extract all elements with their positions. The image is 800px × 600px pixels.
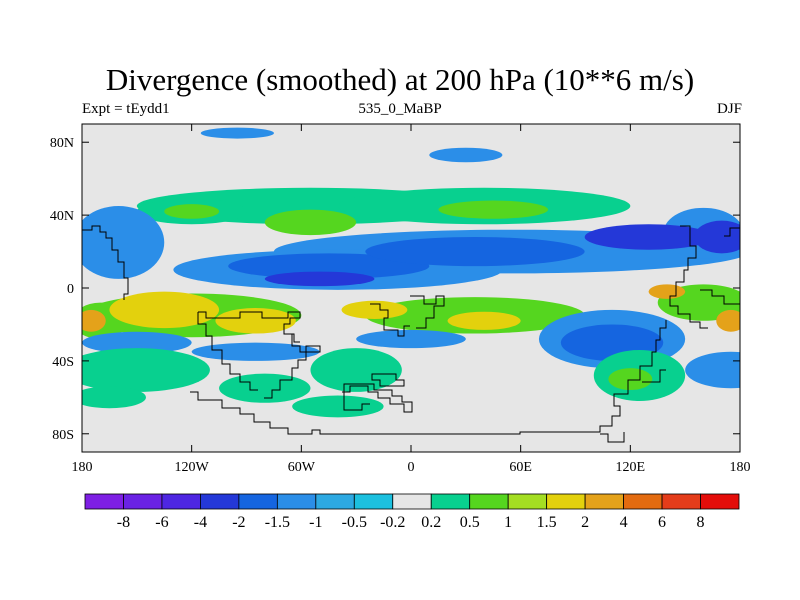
divergence-region xyxy=(215,308,296,334)
coastline-antarctica xyxy=(190,391,621,435)
colorbar-swatch xyxy=(84,493,124,510)
divergence-region xyxy=(82,331,192,354)
divergence-region xyxy=(341,300,408,319)
colorbar-swatch xyxy=(161,493,201,510)
x-tick-label: 120W xyxy=(175,460,210,475)
divergence-region xyxy=(310,348,402,392)
colorbar-swatch xyxy=(200,493,240,510)
x-tick-label: 60W xyxy=(288,460,316,475)
coastline-weddell-islands xyxy=(371,373,405,387)
divergence-region xyxy=(447,311,521,330)
colorbar-swatch xyxy=(584,493,624,510)
experiment-label: Expt = tEydd1 xyxy=(82,101,170,117)
colorbar-swatch xyxy=(238,493,278,510)
divergence-region xyxy=(356,329,466,349)
colorbar-swatch xyxy=(546,493,586,510)
divergence-region xyxy=(191,342,320,361)
colorbar-swatch xyxy=(276,493,317,510)
divergence-region xyxy=(716,309,740,332)
colorbar-label: 0.5 xyxy=(460,514,480,531)
x-tick-label: 0 xyxy=(408,460,415,475)
divergence-region xyxy=(82,386,146,409)
colorbar-swatch xyxy=(469,493,509,510)
colorbar-label: -2 xyxy=(232,514,245,531)
colorbar-label: 6 xyxy=(658,514,666,531)
coastline-cape-horn xyxy=(290,333,300,343)
divergence-region xyxy=(264,209,357,236)
colorbar-label: 1.5 xyxy=(537,514,557,531)
colorbar-label: 8 xyxy=(697,514,705,531)
divergence-region xyxy=(365,236,585,267)
divergence-region xyxy=(438,200,549,219)
coastline-asia-pacific xyxy=(724,227,740,237)
colorbar-swatch xyxy=(700,493,740,510)
colorbar-label: 0.2 xyxy=(421,514,441,531)
colorbar-swatch xyxy=(661,493,701,510)
coastline-andes-west xyxy=(197,312,258,391)
x-tick-label: 180 xyxy=(730,460,751,475)
map-axes: 180 120W 60W 0 60E 120E 180 80N 40N 0 40S 80S xyxy=(50,124,751,475)
plot-title: Divergence (smoothed) at 200 hPa (10**6 … xyxy=(105,62,695,97)
coastline-kerguelen xyxy=(642,369,666,383)
divergence-region xyxy=(685,351,740,389)
divergence-region xyxy=(82,309,106,332)
divergence-region xyxy=(292,395,384,418)
colorbar-label: -6 xyxy=(155,514,168,531)
coastline-australia xyxy=(620,320,667,395)
coastline-south-america xyxy=(198,311,321,399)
colorbar-label: 2 xyxy=(581,514,589,531)
colorbar-label: 1 xyxy=(504,514,512,531)
x-tick-label: 60E xyxy=(509,460,532,475)
divergence-region xyxy=(219,373,311,403)
colorbar-label: -1 xyxy=(309,514,322,531)
y-tick-label: 0 xyxy=(67,282,74,297)
y-tick-label: 80N xyxy=(50,136,74,151)
divergence-region xyxy=(429,147,503,163)
colorbar-swatch xyxy=(123,493,163,510)
y-tick-label: 40S xyxy=(52,355,74,370)
colorbar-label: -1.5 xyxy=(265,514,290,531)
y-tick-label: 40N xyxy=(50,209,74,224)
colorbar-swatch xyxy=(353,493,394,510)
colorbar-swatch xyxy=(623,493,663,510)
coastline-maritime-continent xyxy=(700,289,740,305)
divergence-region xyxy=(164,204,220,219)
map-panel xyxy=(81,123,741,453)
colorbar-swatch xyxy=(315,493,355,510)
divergence-region xyxy=(109,291,220,329)
colorbar-swatch xyxy=(430,493,471,510)
colorbar-swatch xyxy=(507,493,548,510)
colorbar-swatch xyxy=(392,493,432,510)
map-background xyxy=(82,124,740,452)
coastline-north-america-west xyxy=(82,225,129,300)
divergence-region xyxy=(264,271,375,287)
divergence-contours xyxy=(82,127,740,418)
divergence-region xyxy=(200,127,274,139)
x-tick-label: 180 xyxy=(72,460,93,475)
colorbar: -8 -6 -4 -2 -1.5 -1 -0.5 -0.2 0.2 0.5 1 1.5 2 4 6 8 xyxy=(84,493,740,531)
coastline-africa-east xyxy=(410,295,445,329)
divergence-region xyxy=(694,220,740,254)
colorbar-label: -0.5 xyxy=(342,514,367,531)
colorbar-label: -0.2 xyxy=(380,514,405,531)
x-tick-label: 120E xyxy=(616,460,646,475)
coastline-asia-east xyxy=(669,225,708,329)
colorbar-label: -8 xyxy=(117,514,130,531)
divergence-region xyxy=(228,253,430,279)
coastline-antarctic-peninsula xyxy=(342,383,413,413)
colorbar-label: 4 xyxy=(620,514,628,531)
season-label: DJF xyxy=(716,101,742,117)
coastlines xyxy=(82,225,740,443)
divergence-region xyxy=(82,348,210,392)
coastline-africa-west xyxy=(370,303,410,337)
divergence-region xyxy=(608,368,653,391)
y-tick-label: 80S xyxy=(52,428,74,443)
coastline-southern-ocean-lower xyxy=(600,432,625,443)
divergence-region xyxy=(648,284,686,299)
colorbar-label: -4 xyxy=(194,514,207,531)
divergence-region xyxy=(82,206,165,279)
run-label: 535_0_MaBP xyxy=(358,101,442,117)
divergence-region xyxy=(584,224,713,250)
